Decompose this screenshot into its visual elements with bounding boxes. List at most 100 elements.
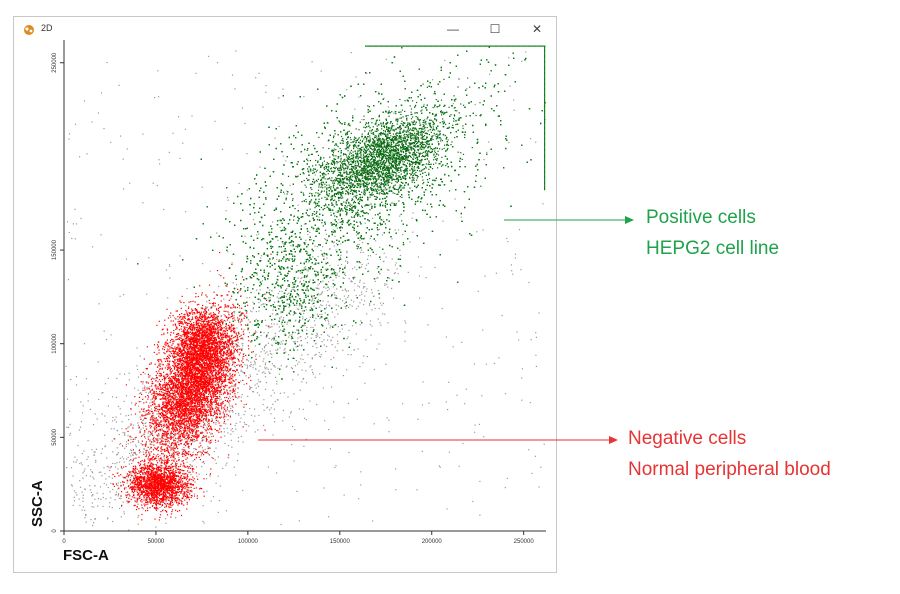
- scatter-point: [176, 396, 178, 398]
- scatter-point: [127, 443, 129, 445]
- scatter-point: [270, 395, 272, 397]
- scatter-point: [255, 318, 257, 320]
- scatter-point: [402, 403, 404, 405]
- scatter-point: [259, 289, 261, 291]
- scatter-point: [137, 422, 139, 424]
- scatter-point: [335, 304, 337, 306]
- scatter-point: [136, 368, 139, 371]
- scatter-point: [356, 248, 358, 250]
- scatter-point: [85, 378, 88, 380]
- scatter-point: [116, 484, 118, 486]
- scatter-point: [329, 305, 331, 307]
- scatter-point: [119, 507, 121, 510]
- scatter-point: [226, 389, 228, 391]
- scatter-point: [306, 342, 308, 344]
- scatter-point: [224, 435, 226, 437]
- scatter-point: [238, 359, 240, 361]
- scatter-point: [168, 441, 170, 443]
- scatter-point: [116, 454, 118, 456]
- scatter-point: [319, 313, 321, 316]
- scatter-point: [184, 493, 186, 495]
- scatter-point: [252, 219, 255, 221]
- scatter-point: [420, 266, 422, 268]
- scatter-point: [68, 133, 71, 135]
- scatter-point: [535, 332, 537, 334]
- scatter-point: [291, 289, 293, 291]
- scatter-point: [191, 429, 193, 432]
- scatter-point: [336, 334, 338, 336]
- scatter-point: [143, 471, 145, 473]
- scatter-point: [170, 450, 172, 452]
- scatter-point: [351, 305, 353, 307]
- scatter-point: [328, 429, 330, 431]
- scatter-point: [141, 468, 143, 470]
- scatter-point: [276, 380, 278, 382]
- scatter-point: [305, 302, 307, 304]
- scatter-point: [89, 408, 91, 410]
- scatter-point: [228, 312, 230, 314]
- scatter-point: [325, 204, 327, 206]
- maximize-icon[interactable]: ☐: [484, 20, 506, 38]
- scatter-point: [211, 345, 213, 347]
- scatter-point: [336, 274, 338, 276]
- scatter-point: [369, 323, 371, 326]
- scatter-point: [395, 468, 397, 470]
- scatter-point: [335, 243, 338, 245]
- scatter-point: [319, 294, 321, 296]
- scatter-point: [343, 416, 345, 419]
- scatter-point: [255, 387, 257, 389]
- scatter-point: [445, 336, 447, 338]
- scatter-point: [158, 159, 160, 161]
- scatter-point: [306, 288, 308, 290]
- scatter-point: [303, 445, 305, 447]
- scatter-point: [416, 489, 418, 491]
- scatter-point: [236, 460, 239, 462]
- scatter-point: [514, 253, 517, 255]
- scatter-point: [409, 241, 411, 243]
- scatter-point: [227, 196, 229, 199]
- scatter-point: [180, 421, 183, 423]
- scatter-point: [177, 410, 179, 412]
- scatter-point: [359, 279, 361, 281]
- scatter-point: [211, 456, 213, 459]
- scatter-point: [397, 273, 399, 275]
- scatter-point: [309, 366, 311, 368]
- scatter-point: [318, 351, 320, 354]
- scatter-point: [214, 120, 216, 122]
- scatter-point: [94, 485, 96, 487]
- scatter-point: [310, 365, 312, 367]
- scatter-point: [361, 293, 363, 295]
- scatter-point: [106, 457, 108, 459]
- scatter-point: [291, 444, 293, 446]
- scatter-point: [312, 256, 314, 258]
- scatter-point: [86, 153, 88, 155]
- scatter-point: [121, 428, 123, 430]
- scatter-point: [243, 413, 245, 416]
- scatter-point: [269, 297, 271, 299]
- scatter-point: [366, 288, 368, 290]
- scatter-point: [242, 441, 244, 443]
- scatter-point: [91, 506, 93, 508]
- scatter-point: [96, 418, 98, 420]
- scatter-point: [125, 445, 127, 448]
- scatter-point: [332, 286, 335, 288]
- scatter-point: [229, 411, 231, 413]
- scatter-point: [75, 376, 77, 378]
- scatter-point: [119, 408, 121, 410]
- scatter-point: [266, 367, 268, 369]
- scatter-point: [482, 229, 484, 231]
- scatter-point: [316, 301, 318, 303]
- close-icon[interactable]: ✕: [526, 20, 548, 38]
- scatter-point: [493, 362, 496, 364]
- scatter-point: [183, 390, 185, 392]
- scatter-point: [206, 426, 208, 428]
- scatter-point: [282, 243, 284, 245]
- scatter-point: [302, 378, 304, 380]
- scatter-point: [80, 401, 82, 403]
- minimize-icon[interactable]: —: [442, 20, 464, 38]
- scatter-point: [119, 497, 121, 499]
- scatter-point: [312, 298, 314, 300]
- scatter-point: [297, 349, 299, 351]
- scatter-point: [506, 477, 508, 479]
